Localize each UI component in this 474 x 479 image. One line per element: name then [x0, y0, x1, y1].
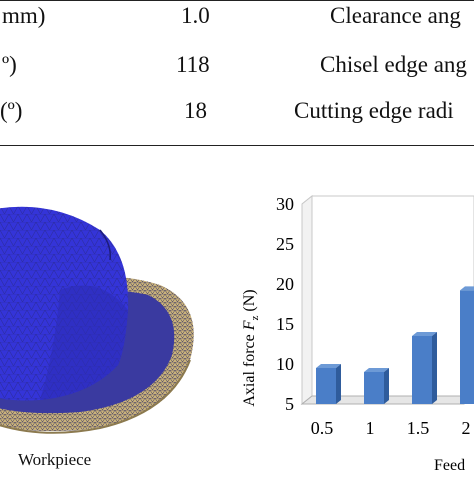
table-top-rule	[0, 0, 474, 1]
bar	[316, 368, 336, 404]
table-param-cell: mm)	[2, 3, 46, 28]
y-tick-label: 10	[276, 354, 294, 374]
bar-top	[412, 332, 437, 336]
bar-top	[460, 286, 474, 291]
parameter-table: mm) 1.0 Clearance ang º) 118 Chisel edge…	[0, 0, 474, 152]
y-tick-label: 20	[276, 274, 294, 294]
table-value-cell: 1.0	[181, 3, 210, 28]
table-value-cell: 118	[176, 52, 210, 77]
chart-yticks: 5 10 15 20 25 30	[276, 194, 294, 414]
y-tick-label: 25	[276, 234, 294, 254]
bar-side	[384, 368, 389, 404]
y-axis-label-main: Axial force	[241, 330, 258, 406]
table-param-cell: (º)	[0, 98, 23, 123]
table-value-cell: 18	[184, 98, 207, 123]
bar	[364, 372, 384, 404]
y-axis-label-unit: (N)	[241, 289, 258, 315]
workpiece-caption: Workpiece	[18, 450, 92, 469]
x-tick-label: 2	[462, 418, 471, 438]
bar-side	[432, 332, 437, 404]
chart-bars	[316, 286, 474, 404]
fem-mesh-figure: Workpiece	[0, 190, 230, 474]
bar-top	[364, 368, 389, 372]
y-tick-label: 5	[285, 394, 294, 414]
x-tick-label: 1.5	[407, 418, 430, 438]
bar	[412, 336, 432, 404]
bar	[460, 290, 474, 404]
y-axis-label-var: F	[241, 320, 258, 331]
y-axis-label: Axial force Fz (N)	[241, 289, 261, 406]
table-param-cell: º)	[2, 52, 17, 77]
table-param2-cell: Clearance ang	[330, 3, 461, 28]
fem-mesh-illustration	[0, 206, 194, 434]
chart-side-wall	[301, 194, 313, 406]
x-tick-label: 0.5	[311, 418, 334, 438]
bar-side	[336, 364, 341, 404]
y-tick-label: 15	[276, 314, 294, 334]
x-axis-label: Feed	[434, 457, 465, 474]
table-bottom-rule	[0, 145, 474, 146]
x-tick-label: 1	[366, 418, 375, 438]
table-param2-cell: Chisel edge ang	[320, 52, 467, 77]
table-param2-cell: Cutting edge radi	[294, 98, 454, 123]
y-axis-label-sub: z	[249, 315, 261, 320]
bar-top	[316, 364, 341, 368]
chart-xticks: 0.5 1 1.5 2	[311, 418, 471, 438]
y-tick-label: 30	[276, 194, 294, 214]
axial-force-chart: 5 10 15 20 25 30 0.5 1 1.5 2 Axial force Fz (N) …	[230, 188, 474, 474]
